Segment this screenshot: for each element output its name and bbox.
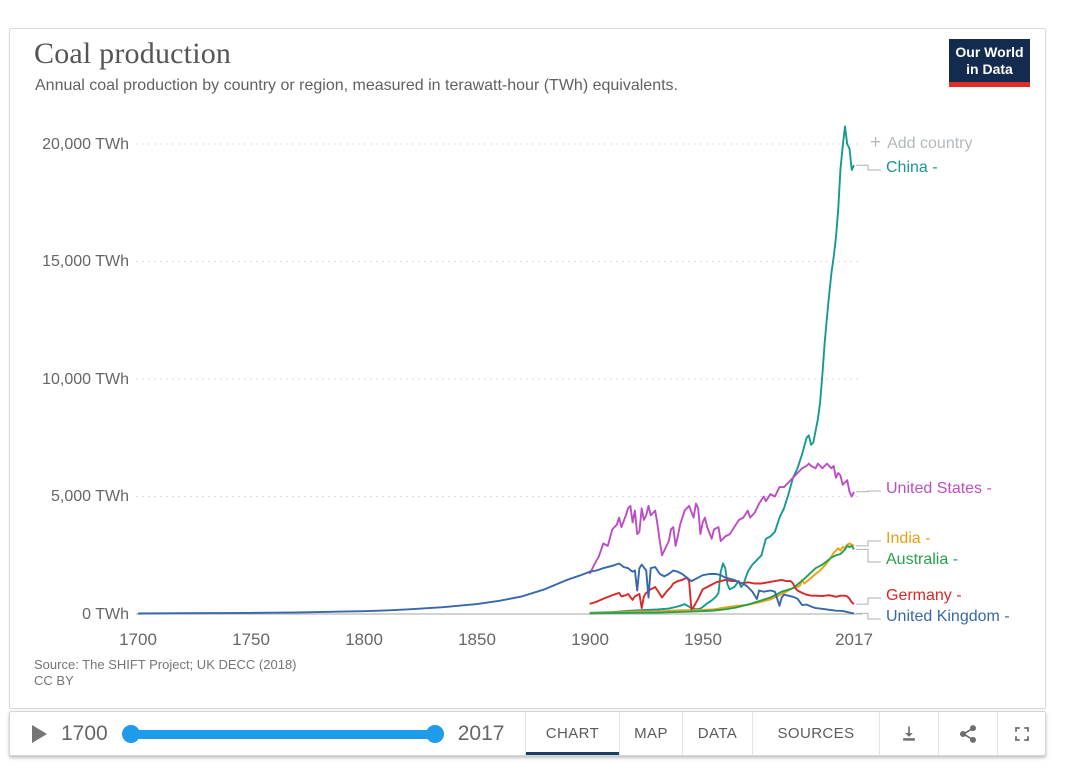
source-text: Source: The SHIFT Project; UK DECC (2018… (34, 657, 297, 672)
page-title: Coal production (34, 37, 232, 70)
download-icon (903, 726, 915, 741)
legend-connector (856, 597, 881, 605)
gridlines (136, 143, 860, 497)
y-tick-label: 15,000 TWh (42, 253, 129, 270)
legend-connector (856, 164, 881, 171)
slider-handle-start[interactable] (121, 724, 140, 743)
owid-logo-text: Our World in Data (949, 39, 1030, 82)
active-tab-underline (526, 752, 619, 755)
legend-connector (856, 540, 881, 547)
tab-chart[interactable]: CHART (525, 712, 619, 755)
share-icon (960, 724, 976, 743)
tab-sources[interactable]: SOURCES (752, 712, 879, 755)
x-tick-label: 1700 (119, 630, 157, 649)
legend-connector (856, 490, 881, 493)
x-tick-label: 2017 (835, 630, 873, 649)
timeline-slider[interactable] (121, 724, 444, 743)
fullscreen-icon (1014, 726, 1029, 741)
series-line-united-states[interactable] (588, 462, 855, 575)
series-lines (137, 125, 855, 615)
x-tick-label: 1750 (232, 630, 270, 649)
y-axis-labels: 20,000 TWh 15,000 TWh 10,000 TWh 5,000 T… (42, 136, 129, 623)
x-axis-labels: 1700 1750 1800 1850 1900 1950 2017 (119, 630, 873, 649)
legend-label-united-states[interactable]: United States - (886, 480, 992, 497)
legend-label-china[interactable]: China - (886, 159, 938, 176)
x-tick-label: 1950 (684, 630, 722, 649)
timeline: 1700 2017 (10, 712, 525, 755)
legend-label-india[interactable]: India - (886, 530, 931, 547)
plus-icon: + (870, 132, 882, 153)
source-note: Source: The SHIFT Project; UK DECC (2018… (34, 657, 297, 689)
chart-canvas: 20,000 TWh 15,000 TWh 10,000 TWh 5,000 T… (42, 125, 881, 649)
controls-bar: 1700 2017 CHART MAP DATA SOURCES (9, 711, 1046, 756)
series-line-australia[interactable] (589, 544, 855, 615)
series-line-germany[interactable] (589, 576, 855, 611)
y-tick-label: 5,000 TWh (51, 488, 129, 505)
fullscreen-button[interactable] (997, 712, 1045, 755)
legend-connector (856, 612, 881, 620)
play-icon (32, 724, 47, 743)
y-tick-label: 0 TWh (82, 606, 129, 623)
tab-map[interactable]: MAP (619, 712, 682, 755)
series-line-united-kingdom[interactable] (137, 562, 855, 615)
x-tick-label: 1900 (571, 630, 609, 649)
series-line-india[interactable] (589, 542, 855, 615)
x-tick-label: 1800 (345, 630, 383, 649)
y-tick-label: 20,000 TWh (42, 136, 129, 153)
legend-label-australia[interactable]: Australia - (886, 551, 959, 568)
timeline-end-year: 2017 (457, 721, 505, 745)
legend-connector (856, 548, 881, 563)
owid-logo-red-bar (949, 82, 1030, 87)
legend-label-germany[interactable]: Germany - (886, 587, 962, 604)
legend-connectors (856, 164, 881, 620)
owid-logo[interactable]: Our World in Data (949, 39, 1030, 87)
share-button[interactable] (938, 712, 997, 755)
y-tick-label: 10,000 TWh (42, 371, 129, 388)
add-country-button[interactable]: + Add country (870, 132, 973, 153)
slider-handle-end[interactable] (425, 724, 444, 743)
slider-track[interactable] (127, 729, 438, 739)
timeline-start-year: 1700 (61, 721, 108, 745)
tab-data[interactable]: DATA (682, 712, 752, 755)
chart-card: Coal production Annual coal production b… (9, 28, 1046, 709)
play-button[interactable] (30, 724, 48, 744)
page-subtitle: Annual coal production by country or reg… (35, 77, 678, 94)
license-text: CC BY (34, 673, 74, 688)
x-tick-label: 1850 (458, 630, 496, 649)
legend-label-united-kingdom[interactable]: United Kingdom - (886, 608, 1010, 625)
download-button[interactable] (879, 712, 938, 755)
